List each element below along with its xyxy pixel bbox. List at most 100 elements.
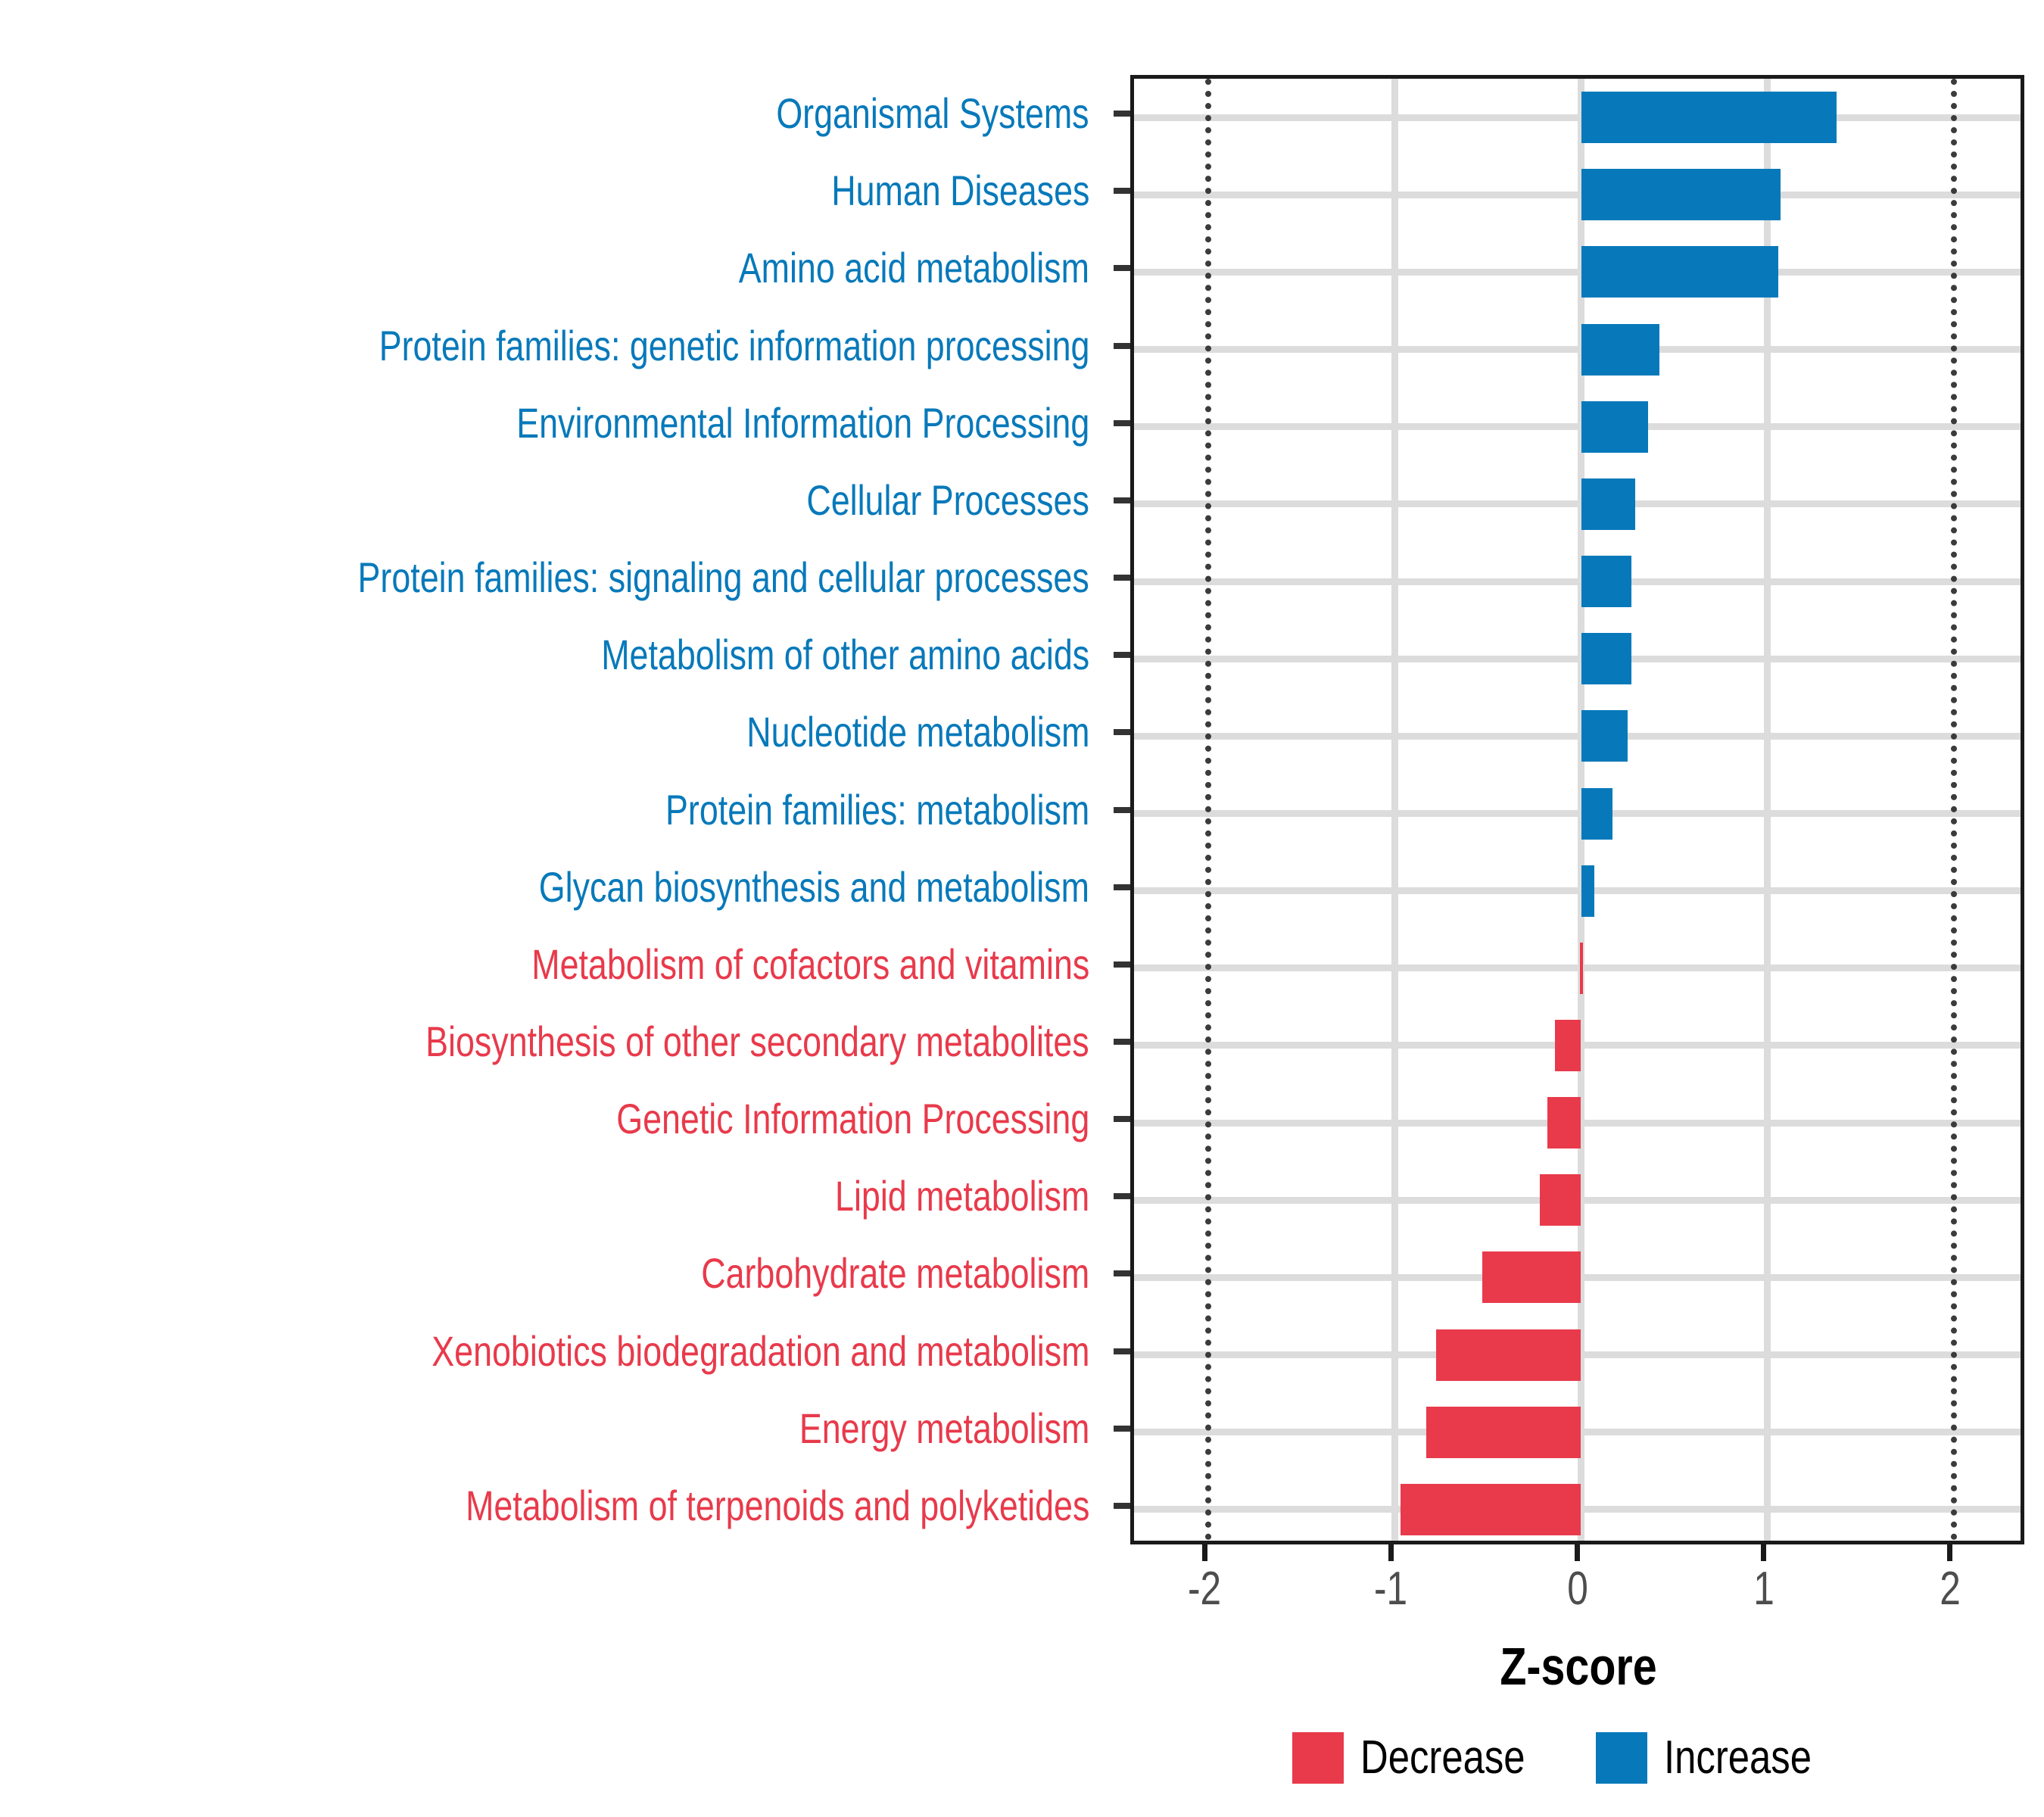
y-axis-label: Cellular Processes: [806, 475, 1089, 524]
bar: [1581, 400, 1649, 453]
y-axis-label: Amino acid metabolism: [738, 244, 1089, 292]
horizontal-gridline: [1134, 114, 2021, 121]
bar: [1435, 1329, 1581, 1381]
legend-label: Increase: [1664, 1731, 1812, 1784]
bar: [1581, 169, 1781, 221]
y-axis-label: Metabolism of other amino acids: [601, 631, 1089, 679]
y-axis-label: Metabolism of terpenoids and polyketides: [465, 1481, 1089, 1529]
bar: [1482, 1251, 1581, 1304]
plot-panel: [1130, 75, 2024, 1544]
legend-item[interactable]: Increase: [1596, 1732, 1844, 1784]
x-axis-tick-label: -2: [1188, 1563, 1222, 1615]
y-axis-tick: [1114, 1502, 1130, 1509]
y-axis-label-row: Nucleotide metabolism: [0, 702, 1101, 762]
y-axis-tick: [1114, 1425, 1130, 1432]
horizontal-gridline: [1134, 887, 2021, 895]
y-axis-label-row: Human Diseases: [0, 161, 1101, 221]
y-axis-label-row: Metabolism of other amino acids: [0, 625, 1101, 685]
chart-legend: Decrease Increase: [1292, 1732, 1844, 1784]
y-axis-label-row: Environmental Information Processing: [0, 393, 1101, 453]
y-axis-label: Nucleotide metabolism: [746, 708, 1089, 756]
horizontal-gridline: [1134, 810, 2021, 817]
y-axis-label-row: Protein families: signaling and cellular…: [0, 547, 1101, 608]
x-axis-tick-label: 2: [1939, 1563, 1961, 1615]
y-axis-label-row: Biosynthesis of other secondary metaboli…: [0, 1011, 1101, 1072]
vertical-gridline: [1391, 79, 1398, 1541]
y-axis-tick: [1114, 729, 1130, 736]
y-axis-tick: [1114, 1348, 1130, 1354]
y-axis-tick: [1114, 1038, 1130, 1045]
horizontal-gridline: [1134, 423, 2021, 431]
y-axis-label-row: Metabolism of terpenoids and polyketides: [0, 1476, 1101, 1536]
y-axis-label: Biosynthesis of other secondary metaboli…: [425, 1017, 1089, 1065]
bar: [1581, 556, 1631, 608]
y-axis-tick: [1114, 265, 1130, 272]
y-axis-tick: [1114, 1193, 1130, 1200]
y-axis-tick: [1114, 575, 1130, 581]
horizontal-gridline: [1134, 346, 2021, 354]
bar: [1581, 787, 1613, 840]
y-axis-label-row: Amino acid metabolism: [0, 238, 1101, 298]
bar: [1581, 478, 1635, 530]
y-axis-label: Energy metabolism: [799, 1404, 1089, 1452]
x-axis-tick: [1201, 1544, 1207, 1561]
y-axis-label-row: Genetic Information Processing: [0, 1089, 1101, 1149]
legend-item[interactable]: Decrease: [1292, 1732, 1561, 1784]
bar: [1579, 942, 1583, 994]
y-axis-label: Protein families: metabolism: [665, 785, 1089, 834]
horizontal-gridline: [1134, 191, 2021, 198]
horizontal-gridline: [1134, 965, 2021, 972]
y-axis-label: Environmental Information Processing: [516, 398, 1089, 447]
y-axis-label: Metabolism of cofactors and vitamins: [531, 940, 1089, 988]
y-axis-label-row: Protein families: genetic information pr…: [0, 316, 1101, 376]
y-axis-label-row: Carbohydrate metabolism: [0, 1243, 1101, 1304]
y-axis-label-row: Organismal Systems: [0, 83, 1101, 144]
y-axis-label: Genetic Information Processing: [615, 1095, 1089, 1143]
y-axis-tick: [1114, 419, 1130, 426]
y-axis-label: Xenobiotics biodegradation and metabolis…: [431, 1326, 1089, 1375]
horizontal-gridline: [1134, 655, 2021, 662]
y-axis-label-row: Metabolism of cofactors and vitamins: [0, 934, 1101, 995]
horizontal-gridline: [1134, 732, 2021, 740]
legend-swatch: [1292, 1732, 1344, 1784]
x-axis-tick: [1388, 1544, 1394, 1561]
bar: [1581, 710, 1628, 762]
vertical-gridline: [1764, 79, 1771, 1541]
y-axis-tick: [1114, 961, 1130, 968]
y-axis-tick: [1114, 806, 1130, 813]
y-axis-tick: [1114, 188, 1130, 195]
y-axis-category-labels: Organismal Systems Human Diseases Amino ac…: [0, 75, 1101, 1544]
bar: [1581, 865, 1594, 917]
bar: [1581, 323, 1659, 376]
y-axis-tick: [1114, 884, 1130, 890]
y-axis-label: Carbohydrate metabolism: [701, 1249, 1089, 1298]
y-axis-label-row: Lipid metabolism: [0, 1166, 1101, 1226]
y-axis-tick: [1114, 1270, 1130, 1277]
y-axis-label-row: Glycan biosynthesis and metabolism: [0, 857, 1101, 918]
y-axis-label: Human Diseases: [830, 167, 1089, 215]
legend-swatch: [1596, 1732, 1648, 1784]
y-axis-label-row: Protein families: metabolism: [0, 780, 1101, 840]
y-axis-label: Protein families: signaling and cellular…: [357, 553, 1089, 602]
bar: [1581, 633, 1631, 685]
y-axis-label-row: Cellular Processes: [0, 470, 1101, 531]
x-axis-tick: [1761, 1544, 1767, 1561]
y-axis-label: Lipid metabolism: [834, 1172, 1089, 1220]
bar: [1547, 1097, 1581, 1149]
plot-panel-inner: [1134, 79, 2021, 1541]
horizontal-gridline: [1134, 500, 2021, 508]
y-axis-label-row: Xenobiotics biodegradation and metabolis…: [0, 1321, 1101, 1382]
reference-line: [1950, 79, 1957, 1541]
horizontal-gridline: [1134, 578, 2021, 585]
bar: [1581, 92, 1837, 144]
horizontal-gridline: [1134, 268, 2021, 276]
x-axis-tick-label: -1: [1374, 1563, 1408, 1615]
legend-label: Decrease: [1360, 1731, 1525, 1784]
x-axis-tick: [1575, 1544, 1580, 1561]
y-axis-tick: [1114, 497, 1130, 503]
y-axis-tick: [1114, 111, 1130, 117]
bar: [1581, 246, 1779, 298]
bar: [1540, 1174, 1581, 1226]
x-axis-tick: [1947, 1544, 1953, 1561]
